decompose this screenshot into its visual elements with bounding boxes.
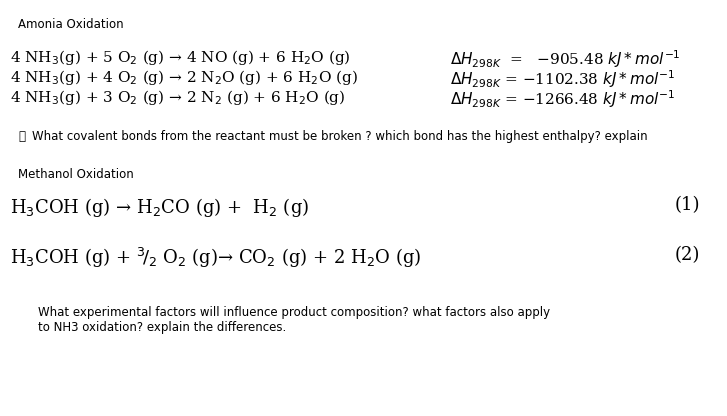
Text: H$_3$COH (g) → H$_2$CO (g) +  H$_2$ (g): H$_3$COH (g) → H$_2$CO (g) + H$_2$ (g) [10,196,309,219]
Text: Methanol Oxidation: Methanol Oxidation [18,168,134,181]
Text: (1): (1) [675,196,700,214]
Text: What experimental factors will influence product composition? what factors also : What experimental factors will influence… [38,306,550,334]
Text: $\Delta H_{298K}$ = −1102.38 $kJ * mol^{-1}$: $\Delta H_{298K}$ = −1102.38 $kJ * mol^{… [450,68,675,90]
Text: ⓘ: ⓘ [18,130,25,143]
Text: Amonia Oxidation: Amonia Oxidation [18,18,124,31]
Text: $\Delta H_{298K}$  =   −905.48 $kJ * mol^{-1}$: $\Delta H_{298K}$ = −905.48 $kJ * mol^{-… [450,48,680,70]
Text: (2): (2) [675,246,700,264]
Text: 4 NH$_3$(g) + 3 O$_2$ (g) → 2 N$_2$ (g) + 6 H$_2$O (g): 4 NH$_3$(g) + 3 O$_2$ (g) → 2 N$_2$ (g) … [10,88,345,107]
Text: What covalent bonds from the reactant must be broken ? which bond has the highes: What covalent bonds from the reactant mu… [32,130,648,143]
Text: 4 NH$_3$(g) + 4 O$_2$ (g) → 2 N$_2$O (g) + 6 H$_2$O (g): 4 NH$_3$(g) + 4 O$_2$ (g) → 2 N$_2$O (g)… [10,68,358,87]
Text: H$_3$COH (g) + $^3\!/_2$ O$_2$ (g)→ CO$_2$ (g) + 2 H$_2$O (g): H$_3$COH (g) + $^3\!/_2$ O$_2$ (g)→ CO$_… [10,246,422,270]
Text: $\Delta H_{298K}$ = −1266.48 $kJ * mol^{-1}$: $\Delta H_{298K}$ = −1266.48 $kJ * mol^{… [450,88,675,110]
Text: 4 NH$_3$(g) + 5 O$_2$ (g) → 4 NO (g) + 6 H$_2$O (g): 4 NH$_3$(g) + 5 O$_2$ (g) → 4 NO (g) + 6… [10,48,350,67]
